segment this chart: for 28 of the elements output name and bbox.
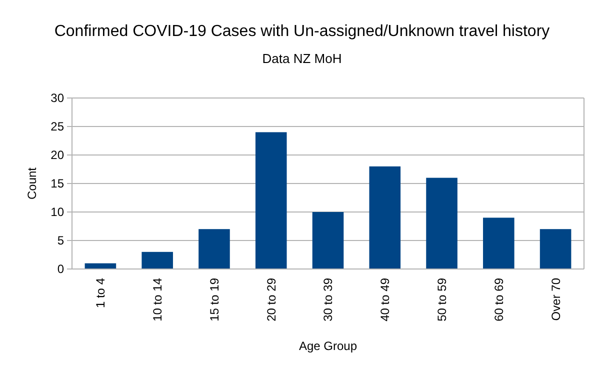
chart-title: Confirmed COVID-19 Cases with Un-assigned/Unknown travel history — [54, 23, 550, 40]
y-tick-label: 15 — [50, 176, 64, 190]
y-tick-label: 0 — [57, 262, 64, 276]
x-tick-label: 1 to 4 — [94, 278, 108, 308]
bar — [312, 212, 344, 269]
bar — [198, 229, 230, 269]
chart-subtitle: Data NZ MoH — [262, 51, 342, 66]
x-tick-label: Over 70 — [548, 278, 563, 321]
y-tick-label: 25 — [50, 119, 64, 134]
bar — [540, 229, 572, 269]
x-tick-label: 20 to 29 — [264, 278, 278, 322]
y-axis-title: Count — [25, 166, 39, 200]
x-axis-title: Age Group — [298, 339, 358, 353]
y-tick-label: 30 — [50, 90, 64, 105]
y-tick-label: 5 — [57, 233, 64, 248]
bar — [426, 178, 458, 269]
x-tick-label: 40 to 49 — [378, 278, 392, 322]
bar — [255, 132, 287, 269]
y-tick-label: 10 — [50, 204, 64, 219]
bar — [142, 252, 173, 269]
y-tick-label: 20 — [50, 148, 64, 162]
x-tick-label: 15 to 19 — [207, 278, 222, 322]
x-tick-label: 30 to 39 — [321, 278, 336, 322]
x-tick-label: 50 to 59 — [434, 278, 449, 322]
bar — [483, 218, 514, 269]
x-tick-label: 10 to 14 — [150, 278, 165, 322]
bar — [369, 166, 401, 269]
x-tick-label: 60 to 69 — [492, 278, 506, 322]
